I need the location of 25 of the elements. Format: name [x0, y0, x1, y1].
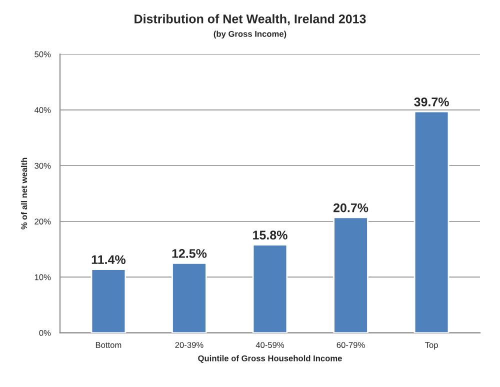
x-axis-title: Quintile of Gross Household Income	[198, 355, 342, 363]
y-tick-label: 30%	[34, 162, 51, 169]
chart-subtitle: (by Gross Income)	[214, 30, 286, 38]
bar	[252, 244, 288, 333]
data-label: 11.4%	[92, 255, 126, 264]
chart-title: Distribution of Net Wealth, Ireland 2013	[134, 14, 366, 26]
data-label: 20.7%	[333, 203, 368, 212]
y-tick-label: 0%	[39, 330, 51, 336]
x-tick-label: Top	[425, 342, 438, 350]
y-tick-label: 10%	[34, 274, 51, 280]
data-label: 39.7%	[414, 97, 449, 106]
x-tick-label: 20-39%	[175, 342, 204, 348]
y-tick-label: 20%	[34, 218, 51, 224]
x-tick-label: 60-79%	[336, 342, 365, 348]
data-label: 12.5%	[172, 249, 207, 258]
bar	[90, 268, 126, 333]
x-tick-label: Bottom	[96, 342, 122, 348]
bar	[414, 110, 450, 333]
y-axis-title: % of all net wealth	[20, 158, 28, 230]
y-tick-label: 40%	[34, 107, 51, 114]
bar	[333, 216, 368, 333]
x-tick-label: 40-59%	[256, 342, 284, 348]
y-tick-label: 50%	[34, 51, 51, 58]
bar	[172, 262, 207, 333]
data-label: 15.8%	[253, 230, 288, 240]
